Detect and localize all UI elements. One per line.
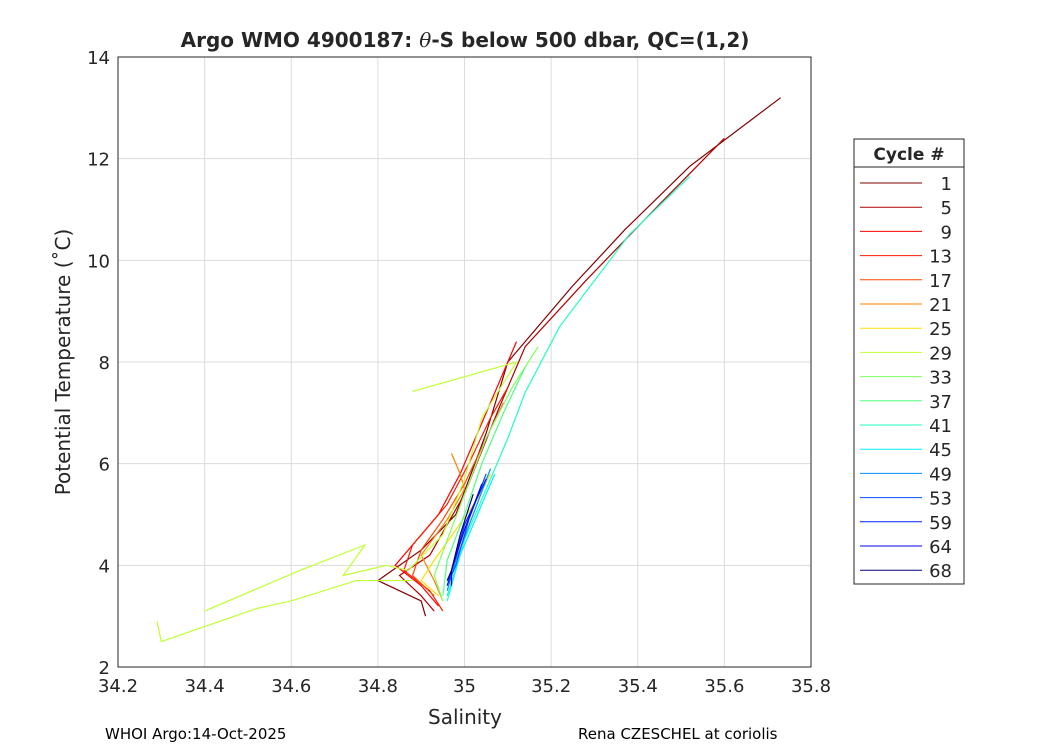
x-tick-label: 34.4 <box>185 676 225 697</box>
legend-label-49: 49 <box>929 464 952 485</box>
legend-label-33: 33 <box>929 368 952 389</box>
footer-left: WHOI Argo:14-Oct-2025 <box>105 725 287 743</box>
y-tick-label: 14 <box>87 48 110 69</box>
series-line-cycle-45 <box>446 473 496 597</box>
legend-label-21: 21 <box>929 295 952 316</box>
series-line-cycle-41 <box>446 176 691 602</box>
x-tick-label: 35.6 <box>704 676 744 697</box>
x-tick-label: 35.2 <box>531 676 571 697</box>
axes-box <box>117 56 812 668</box>
y-tick-label: 10 <box>87 251 110 272</box>
series-line-cycle-64 <box>450 483 483 586</box>
x-tick-label: 35.8 <box>791 676 831 697</box>
series-line-cycle-9 <box>394 341 518 607</box>
legend-label-41: 41 <box>929 416 952 437</box>
legend-label-45: 45 <box>929 440 952 461</box>
series-line-cycle-29b <box>156 579 413 643</box>
series-lines <box>156 97 782 643</box>
legend-label-29: 29 <box>929 343 952 364</box>
legend-label-53: 53 <box>929 489 952 510</box>
legend-label-59: 59 <box>929 513 952 534</box>
legend-label-64: 64 <box>929 537 952 558</box>
series-line-cycle-29 <box>204 361 518 612</box>
legend-title: Cycle # <box>873 145 944 165</box>
footer-right: Rena CZESCHEL at coriolis <box>578 725 778 743</box>
x-tick-label: 34.6 <box>271 676 311 697</box>
legend-label-9: 9 <box>941 222 952 243</box>
y-tick-label: 12 <box>87 150 110 171</box>
legend-label-1: 1 <box>941 174 952 195</box>
x-tick-label: 35.4 <box>618 676 658 697</box>
grid <box>117 56 812 668</box>
legend-label-25: 25 <box>929 319 952 340</box>
legend-label-68: 68 <box>929 561 952 582</box>
x-tick-label: 34.2 <box>98 676 138 697</box>
series-line-cycle-1 <box>376 97 782 617</box>
series-line-cycle-21 <box>420 453 466 602</box>
y-tick-label: 4 <box>99 556 110 577</box>
y-tick-label: 2 <box>99 658 110 679</box>
chart-title: Argo WMO 4900187: θ-S below 500 dbar, QC… <box>181 28 750 52</box>
legend-label-13: 13 <box>929 247 952 268</box>
legend-label-17: 17 <box>929 271 952 292</box>
x-axis-label: Salinity <box>428 705 502 729</box>
y-axis-label: Potential Temperature (˚C) <box>51 229 75 496</box>
x-tick-label: 35 <box>453 676 476 697</box>
legend-label-37: 37 <box>929 392 952 413</box>
tick-labels: 34.2 34.4 34.6 34.8 35 35.2 35.4 35.6 35.8 2 4 6 8 10… <box>87 48 831 697</box>
series-line-cycle-68 <box>446 493 474 581</box>
series-line-cycle-37 <box>442 366 526 596</box>
legend-label-5: 5 <box>941 198 952 219</box>
series-line-cycle-33 <box>433 346 539 602</box>
x-tick-label: 34.8 <box>358 676 398 697</box>
y-tick-label: 6 <box>99 455 110 476</box>
y-tick-label: 8 <box>99 353 110 374</box>
